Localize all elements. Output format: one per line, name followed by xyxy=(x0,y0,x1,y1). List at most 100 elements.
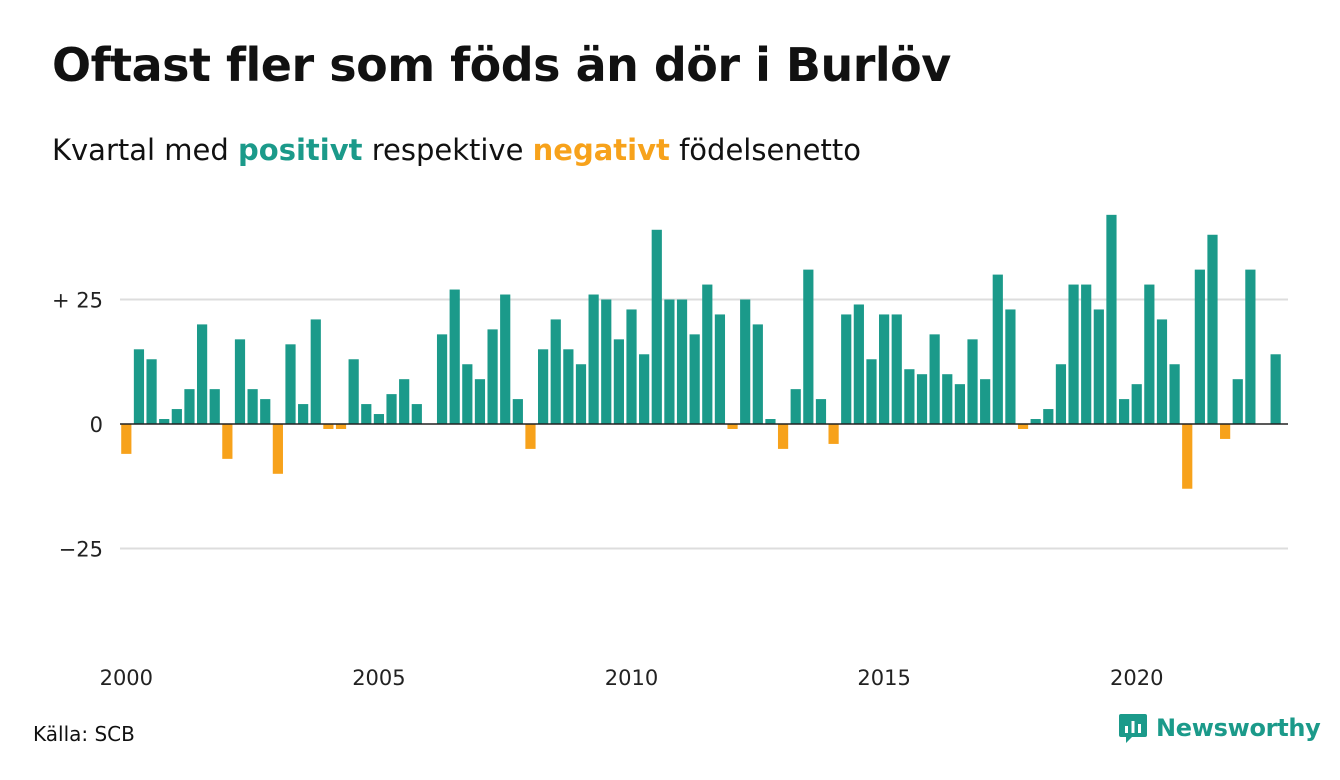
y-tick-label: −25 xyxy=(59,538,103,562)
bar xyxy=(777,424,789,449)
bar xyxy=(992,274,1003,424)
bar xyxy=(1093,309,1104,424)
bar xyxy=(929,334,940,424)
bar xyxy=(967,339,978,424)
bar xyxy=(626,309,637,424)
x-tick-label: 2020 xyxy=(1110,666,1163,690)
newsworthy-logo-icon xyxy=(1119,714,1147,743)
x-tick-label: 2000 xyxy=(100,666,153,690)
bar xyxy=(1081,284,1092,424)
bar xyxy=(891,314,902,424)
subtitle-prefix: Kvartal med xyxy=(52,133,229,167)
bar xyxy=(613,339,624,424)
bar xyxy=(866,359,877,424)
bar xyxy=(664,299,675,424)
brand-name: Newsworthy xyxy=(1156,714,1321,742)
newsworthy-logo: Newsworthy xyxy=(1118,712,1321,744)
bar xyxy=(815,399,827,424)
bar xyxy=(449,289,460,424)
subtitle-negative-word: negativt xyxy=(532,133,670,167)
subtitle-positive-word: positivt xyxy=(238,133,363,167)
bar xyxy=(765,419,776,424)
y-tick-label: + 25 xyxy=(52,289,103,313)
bar xyxy=(1220,424,1231,439)
bar xyxy=(550,319,561,424)
bar xyxy=(436,334,448,424)
bar xyxy=(335,424,347,429)
bar xyxy=(727,424,738,429)
x-tick-label: 2010 xyxy=(605,666,658,690)
source-note: Källa: SCB xyxy=(33,722,135,746)
bar xyxy=(121,424,132,454)
bar xyxy=(373,414,385,424)
bar xyxy=(588,294,599,424)
bar xyxy=(752,324,763,424)
bar xyxy=(563,349,574,424)
bar xyxy=(1169,364,1180,424)
chart-title: Oftast fler som föds än dör i Burlöv xyxy=(52,38,951,92)
bar xyxy=(1005,309,1016,424)
bar xyxy=(512,399,523,424)
bar xyxy=(1106,214,1117,424)
bar xyxy=(1156,319,1168,424)
bar xyxy=(386,394,397,424)
bar xyxy=(1118,399,1130,424)
bar xyxy=(234,339,246,424)
bar xyxy=(285,344,296,424)
bar xyxy=(740,299,751,424)
bar xyxy=(1207,234,1218,424)
bar xyxy=(879,314,890,424)
bar xyxy=(1232,379,1243,424)
bar xyxy=(828,424,839,444)
bar xyxy=(487,329,498,424)
bar xyxy=(348,359,359,424)
bar xyxy=(272,424,283,474)
bar xyxy=(651,229,662,424)
axes: + 25 0 −25 2000 2005 2010 2015 2020 xyxy=(52,289,1288,690)
bar xyxy=(1017,424,1029,429)
x-tick-label: 2005 xyxy=(352,666,405,690)
bar xyxy=(260,399,271,424)
bar xyxy=(247,389,258,424)
bar xyxy=(411,404,422,424)
bar xyxy=(1194,269,1205,424)
bar xyxy=(853,304,864,424)
bar xyxy=(196,324,208,424)
bar xyxy=(904,369,915,424)
bar xyxy=(399,379,410,424)
bar xyxy=(714,314,726,424)
bar xyxy=(790,389,801,424)
bar xyxy=(575,364,587,424)
bar xyxy=(980,379,991,424)
bar xyxy=(1131,384,1142,424)
chart-subtitle: Kvartal med positivt respektive negativt… xyxy=(52,136,861,165)
bar xyxy=(639,354,650,424)
bar xyxy=(942,374,953,424)
bar xyxy=(209,389,220,424)
bar xyxy=(525,424,536,449)
bar xyxy=(462,364,473,424)
bar xyxy=(1030,419,1041,424)
bar xyxy=(1182,424,1193,489)
bar xyxy=(298,404,309,424)
bar xyxy=(146,359,157,424)
bar xyxy=(133,349,145,424)
bar xyxy=(500,294,511,424)
bar xyxy=(1144,284,1155,424)
bar xyxy=(1043,409,1054,424)
bar xyxy=(1270,354,1281,424)
bar xyxy=(916,374,928,424)
bar xyxy=(474,379,486,424)
bar xyxy=(361,404,372,424)
bar xyxy=(538,349,549,424)
bar xyxy=(1055,364,1067,424)
bar xyxy=(222,424,233,459)
bar xyxy=(841,314,852,424)
subtitle-suffix: födelsenetto xyxy=(679,133,861,167)
bar xyxy=(159,419,170,424)
bar xyxy=(1245,269,1256,424)
bar xyxy=(601,299,612,424)
bar xyxy=(954,384,965,424)
bar xyxy=(702,284,713,424)
